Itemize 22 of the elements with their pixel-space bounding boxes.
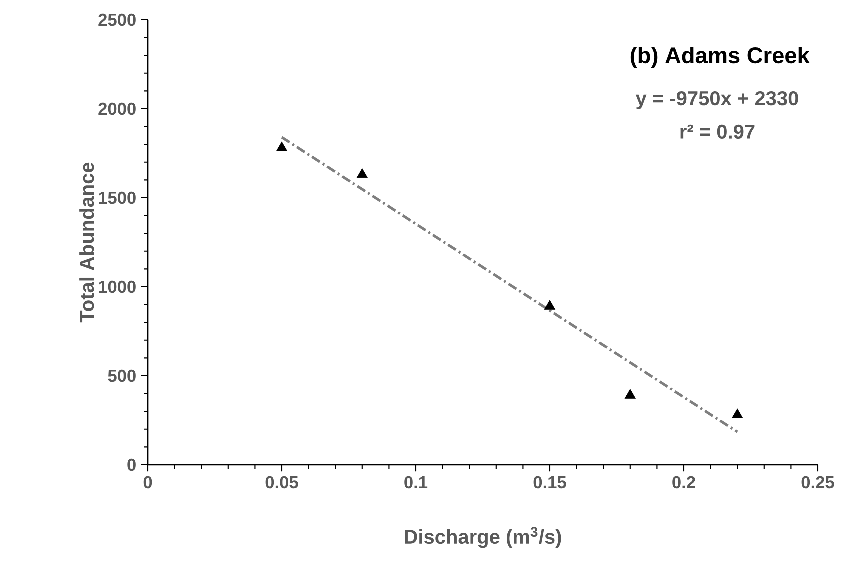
- point: [276, 142, 288, 152]
- point: [356, 168, 368, 178]
- point: [544, 300, 556, 310]
- y-tick-label: 1500: [99, 192, 136, 204]
- point: [624, 389, 636, 399]
- y-tick-label: 2500: [98, 14, 136, 26]
- y-tick-label: 1000: [99, 280, 136, 294]
- y-tick-label: 2000: [98, 102, 136, 116]
- x-tick-label: 0.25: [802, 476, 834, 489]
- x-tick-label: 0.1: [404, 476, 428, 489]
- x-tick-label: 0.15: [534, 476, 566, 489]
- text: (b) Adams Creek: [630, 46, 810, 68]
- annotation: y = -9750x + 2330: [636, 91, 798, 110]
- y-tick-label: 500: [108, 370, 136, 382]
- y-axis-title: Total Abundance: [80, 162, 94, 323]
- x-tick-label: 0: [144, 476, 152, 489]
- point: [732, 408, 744, 418]
- annotation: r² = 0.97: [680, 124, 755, 139]
- x-axis-title: Discharge (m$^{3}$/s): [405, 527, 562, 548]
- y-tick-label: 0: [128, 458, 136, 472]
- x-tick-label: 0.05: [266, 476, 298, 489]
- x-tick-label: 0.2: [672, 476, 696, 489]
